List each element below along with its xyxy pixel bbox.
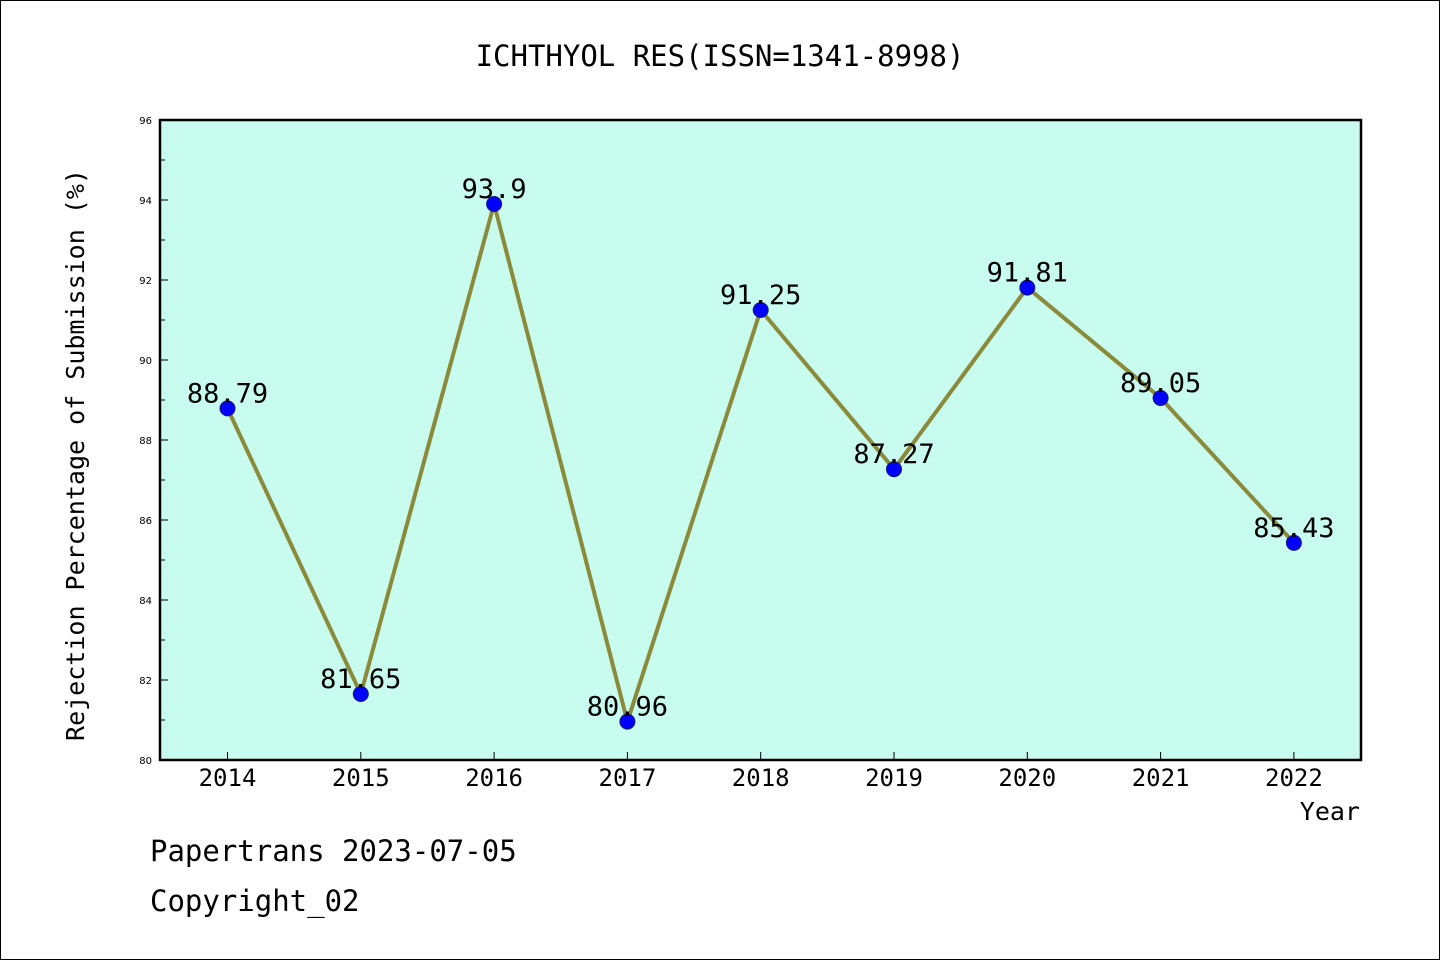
x-tick-label: 2016	[465, 764, 523, 792]
data-point	[886, 461, 902, 478]
y-tick-label: 88	[139, 436, 152, 447]
data-point	[219, 400, 236, 417]
y-axis: 80 82 84 86 88 90 92 94 96	[139, 116, 168, 767]
x-tick-label: 2021	[1132, 764, 1190, 792]
data-label: 88.79	[187, 378, 268, 409]
data-labels: 88.79 81.65 93.9 80.96 91.25 87.27 91.81 89.05 8…	[187, 174, 1335, 723]
data-label: 81.65	[320, 664, 401, 695]
y-tick-label: 92	[139, 276, 152, 287]
data-label: 87.27	[853, 439, 934, 470]
series-markers	[219, 196, 1302, 730]
y-tick-label: 84	[139, 596, 152, 607]
y-tick-label: 90	[139, 356, 152, 367]
data-point	[752, 302, 769, 318]
data-label: 91.25	[720, 280, 801, 311]
data-label: 80.96	[587, 692, 668, 723]
x-axis-label: Year	[1300, 797, 1360, 826]
x-tick-label: 2020	[998, 764, 1056, 792]
x-axis: 2014 2015 2016 2017 2018 2019 2020 2021 2022	[199, 752, 1323, 792]
x-tick-label: 2015	[332, 764, 390, 792]
data-point	[486, 196, 503, 212]
footer-publisher-date: Papertrans 2023-07-05	[150, 834, 517, 868]
data-label: 85.43	[1253, 513, 1334, 544]
plot-area	[158, 118, 1363, 762]
chart-title: ICHTHYOL RES(ISSN=1341-8998)	[476, 39, 965, 73]
data-label: 89.05	[1120, 368, 1201, 399]
footer-copyright: Copyright_02	[150, 884, 360, 918]
data-label: 91.81	[987, 258, 1068, 289]
y-axis-label: Rejection Percentage of Submission (%)	[61, 169, 90, 741]
y-tick-label: 94	[139, 196, 152, 207]
x-tick-label: 2019	[865, 764, 923, 792]
y-tick-label: 86	[139, 516, 152, 527]
x-tick-label: 2018	[732, 764, 790, 792]
y-tick-label: 82	[139, 676, 152, 687]
data-point	[619, 713, 636, 730]
data-label: 93.9	[462, 174, 527, 205]
data-point	[1152, 390, 1169, 406]
x-tick-label: 2017	[599, 764, 657, 792]
y-tick-label: 80	[139, 756, 152, 767]
data-point	[352, 686, 369, 702]
y-tick-label: 96	[139, 116, 152, 127]
data-point	[1285, 534, 1302, 551]
x-tick-label: 2014	[199, 764, 257, 792]
data-point	[1019, 279, 1036, 296]
x-tick-label: 2022	[1265, 764, 1323, 792]
